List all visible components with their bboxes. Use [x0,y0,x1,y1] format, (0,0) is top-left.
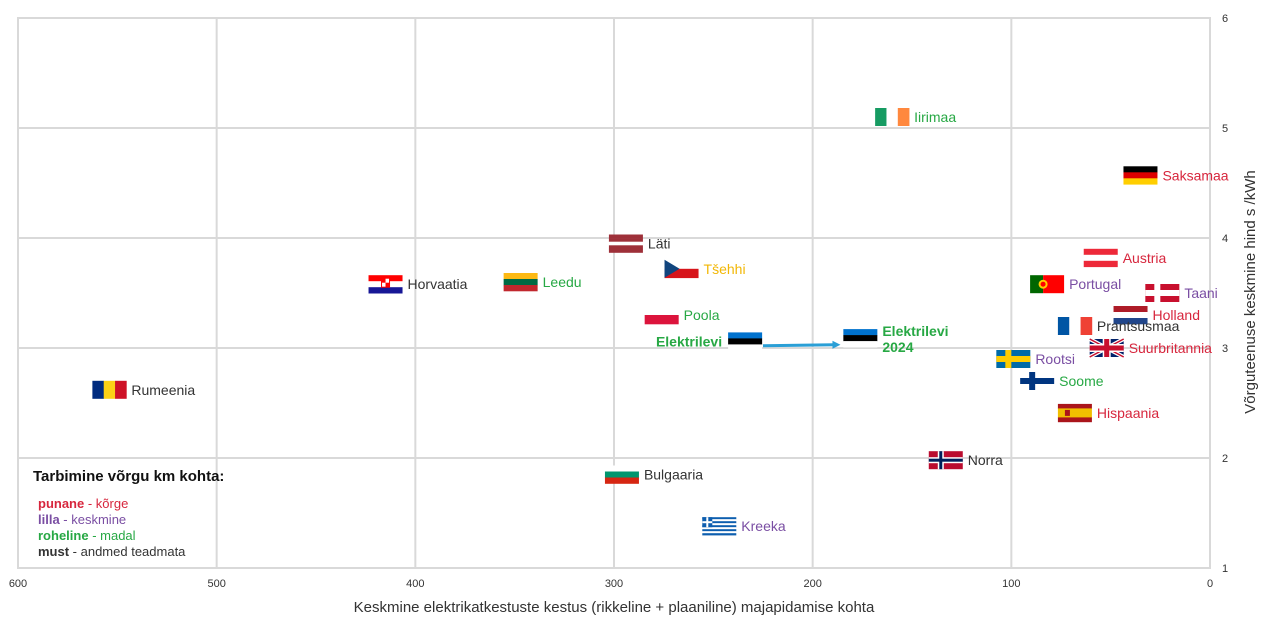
estonia-flag-marker [728,332,763,351]
portugal-flag-marker [1030,275,1065,294]
denmark-flag-marker [1145,284,1180,302]
bulgaria-flag-marker [604,465,639,484]
data-points: Iirimaa Saksamaa Läti Austria Tšehhi Leedu Hor… [92,108,1229,536]
point-label-tsehhi: Tšehhi [704,261,746,277]
x-tick-label: 600 [9,578,27,590]
legend: Tarbimine võrgu km kohta: punane - kõrge… [33,468,224,559]
estonia-flag-marker [843,329,878,348]
point-label-bulgaaria: Bulgaaria [644,467,703,483]
uk-flag-marker [1088,337,1125,359]
arrow-line [762,343,835,348]
point-label-elektrilevi-2024: Elektrilevi 2024 [882,323,948,355]
x-tick-label: 400 [406,578,424,590]
point-label-hispaania: Hispaania [1097,405,1159,421]
czech-flag-marker [664,259,699,279]
spain-flag-marker [1057,403,1092,423]
legend-entry-roheline: roheline - madal [38,528,136,543]
point-label-lati: Läti [648,236,671,252]
romania-flag-marker [92,380,127,399]
point-label-rootsi: Rootsi [1035,351,1075,367]
y-tick-label: 5 [1222,123,1228,135]
point-label-austria: Austria [1123,250,1167,266]
france-flag-marker [1057,317,1093,335]
point-label-saksamaa: Saksamaa [1162,167,1228,183]
x-tick-label: 500 [207,578,225,590]
point-label-suurbritannia: Suurbritannia [1129,340,1212,356]
legend-entry-punane: punane - kõrge [38,496,128,511]
point-label-soome: Soome [1059,373,1104,389]
arrow-head [832,340,841,349]
lithuania-flag-marker [503,273,538,292]
x-axis-title: Keskmine elektrikatkestuste kestus (rikk… [354,599,875,616]
finland-flag-marker [1020,372,1055,390]
x-tick-label: 300 [605,578,623,590]
y-tick-label: 3 [1222,343,1228,355]
sweden-flag-marker [996,350,1031,368]
y-tick-label: 6 [1222,13,1228,25]
x-tick-label: 0 [1207,578,1213,590]
point-label-elektrilevi: Elektrilevi [656,333,722,349]
point-label-taani: Taani [1184,285,1217,301]
elektrilevi-arrow [762,340,841,349]
legend-title: Tarbimine võrgu km kohta: [33,468,224,485]
austria-flag-marker [1083,248,1118,268]
point-label-rumeenia: Rumeenia [131,382,195,398]
point-label-prantsusmaa: Prantsusmaa [1097,318,1180,334]
y-tick-label: 1 [1222,563,1228,575]
point-label-holland: Holland [1153,307,1200,323]
point-label-horvaatia: Horvaatia [408,276,468,292]
ireland-flag-marker [875,108,910,126]
point-label-norra: Norra [968,452,1003,468]
y-axis-title: Võrguteenuse keskmine hind s /kWh [1242,170,1259,413]
y-axis-ticks: 1 2 3 4 5 6 [1222,13,1228,575]
x-tick-label: 100 [1002,578,1020,590]
croatia-flag-marker [368,275,403,294]
y-tick-label: 4 [1222,233,1228,245]
x-axis-ticks: 600 500 400 300 200 100 0 [9,578,1213,590]
poland-flag-marker [644,306,679,325]
latvia-flag-marker [608,234,643,253]
germany-flag-marker [1123,166,1158,185]
netherlands-flag-marker [1113,306,1148,325]
legend-entry-lilla: lilla - keskmine [38,512,126,527]
norway-flag-marker [928,451,963,470]
point-label-poola: Poola [684,307,720,323]
point-label-leedu: Leedu [543,274,582,290]
legend-entry-must: must - andmed teadmata [38,544,186,559]
greece-flag-marker [702,517,737,536]
x-tick-label: 200 [803,578,821,590]
point-label-iirimaa: Iirimaa [914,109,956,125]
point-label-portugal: Portugal [1069,276,1121,292]
y-tick-label: 2 [1222,453,1228,465]
point-label-kreeka: Kreeka [741,518,786,534]
